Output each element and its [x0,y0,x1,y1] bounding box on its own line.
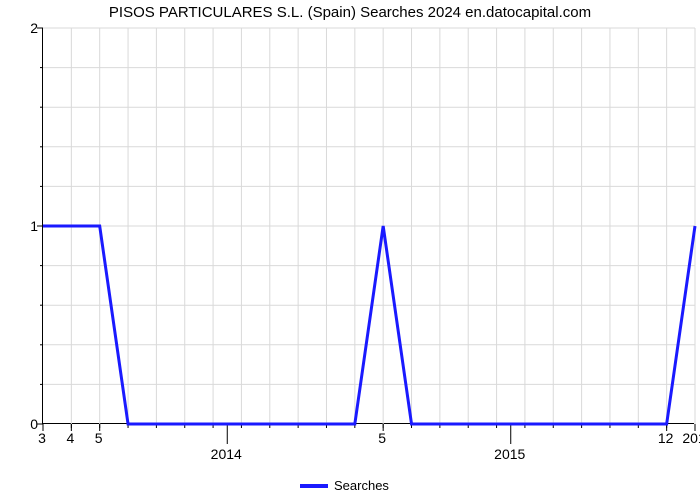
legend-label: Searches [334,478,389,493]
line-series [43,28,695,424]
x-tick-label: 3 [38,430,46,446]
x-tick-label: 5 [95,430,103,446]
x-tick-label: 4 [66,430,74,446]
searches-chart: PISOS PARTICULARES S.L. (Spain) Searches… [0,0,700,500]
x-tick-secondary-label: 2015 [494,446,525,462]
plot-area [42,28,694,424]
x-tick-label: 201 [682,430,700,446]
x-tick-label: 5 [378,430,386,446]
x-tick-secondary-label: 2014 [211,446,242,462]
y-tick-label: 2 [8,20,38,36]
y-tick-label: 0 [8,416,38,432]
x-tick-label: 12 [658,430,674,446]
legend: Searches [300,478,389,493]
legend-swatch [300,484,328,488]
chart-title: PISOS PARTICULARES S.L. (Spain) Searches… [0,4,700,21]
y-tick-label: 1 [8,218,38,234]
